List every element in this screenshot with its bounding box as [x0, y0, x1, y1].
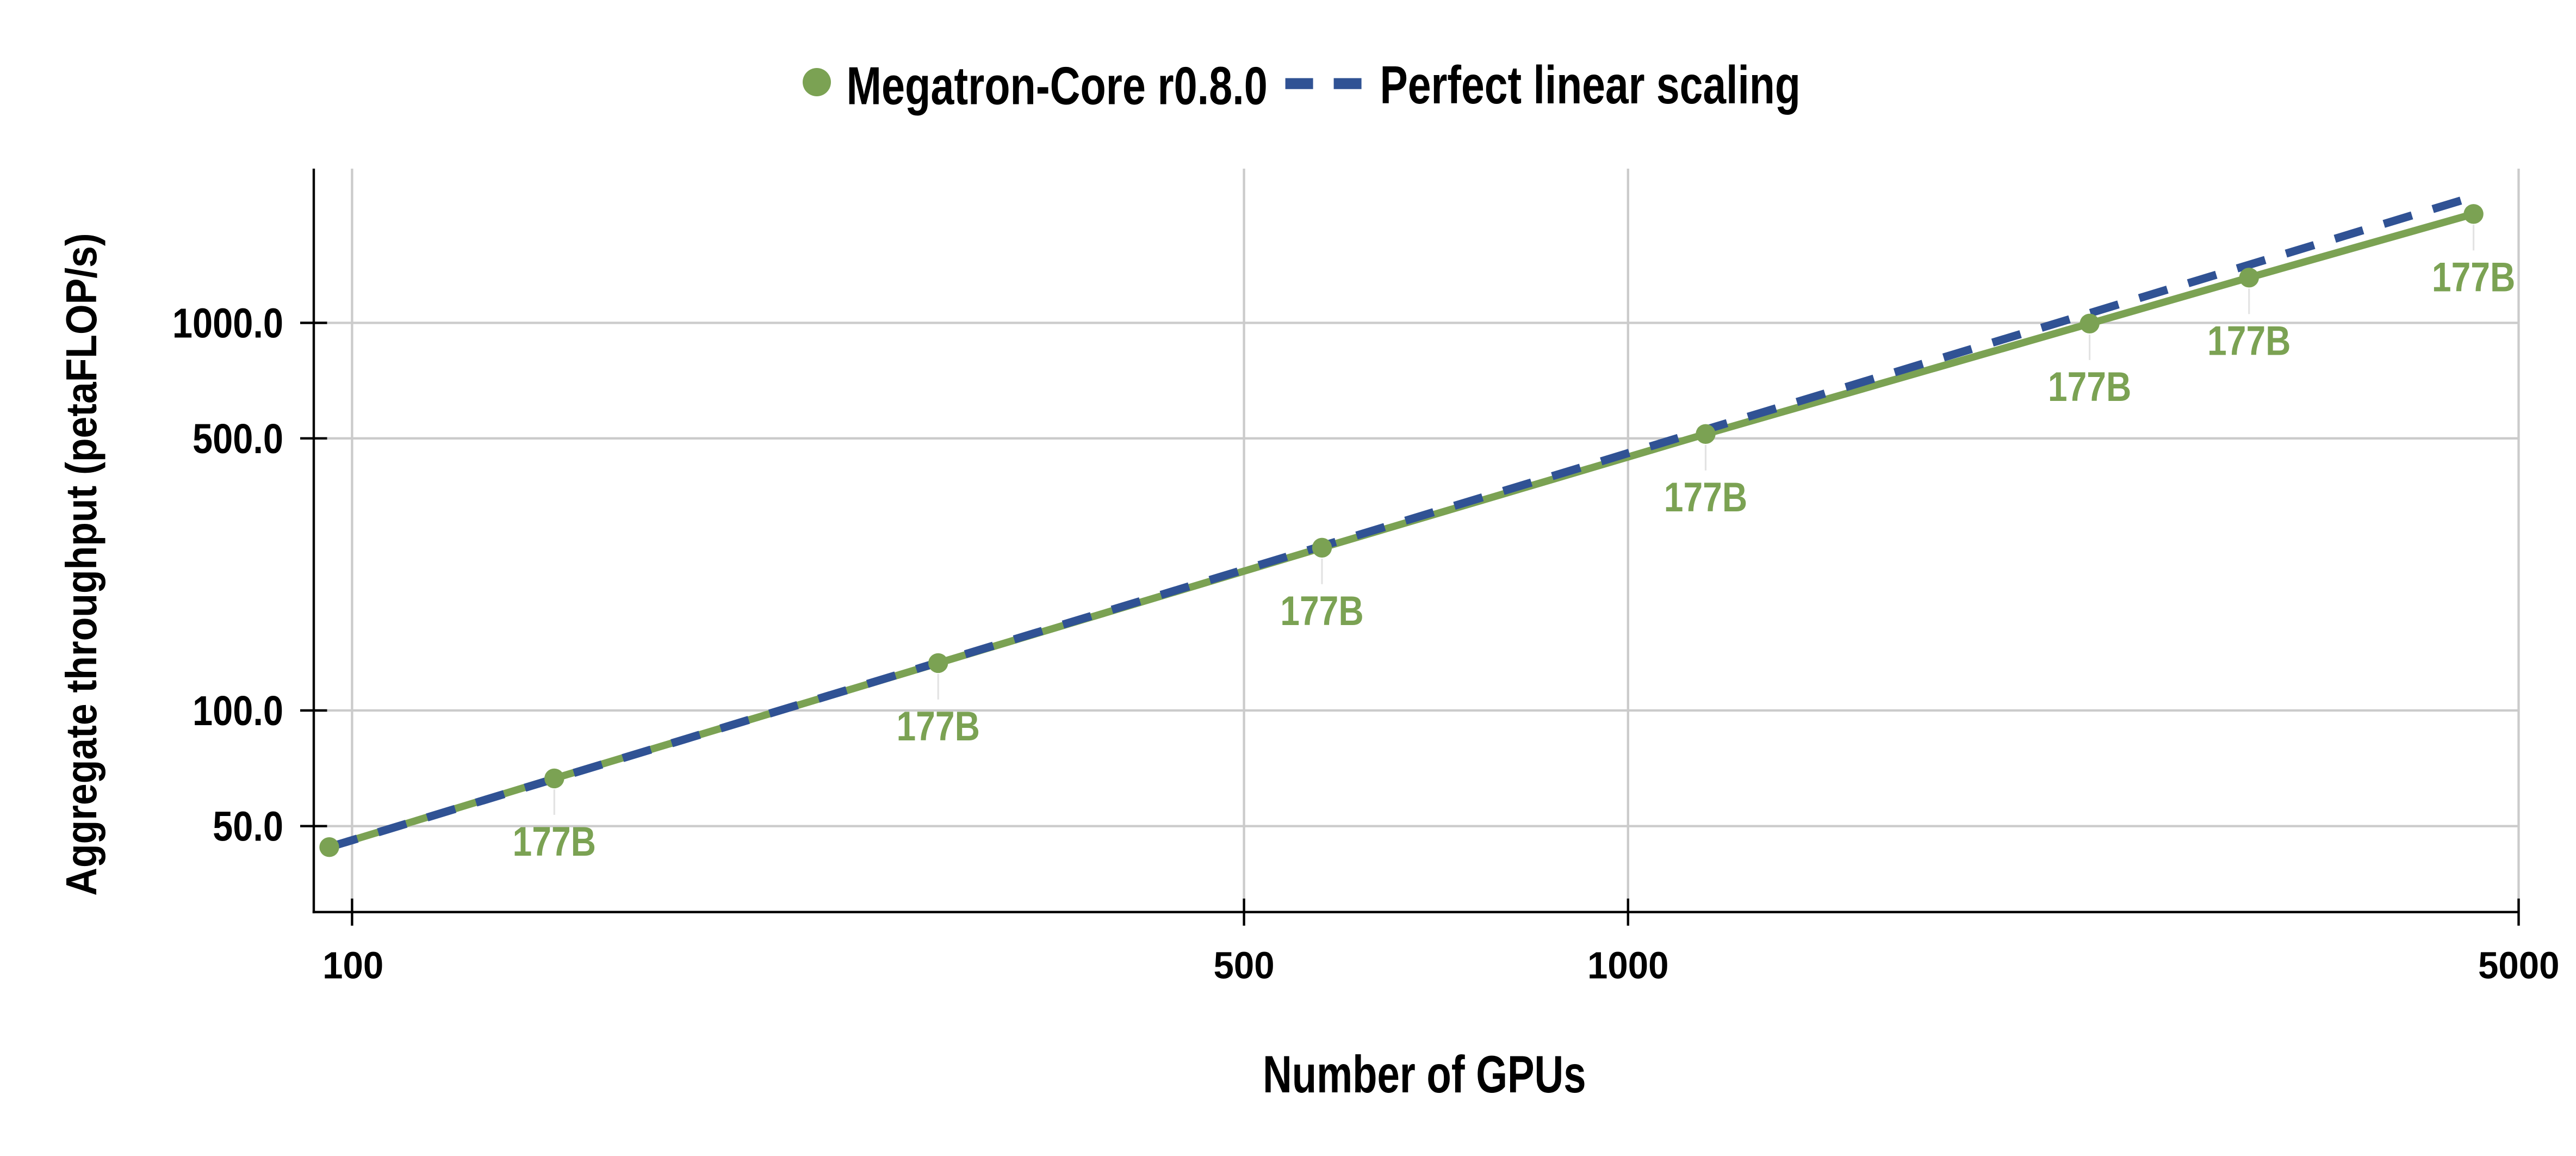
svg-text:50.0: 50.0 [213, 803, 283, 850]
svg-text:177B: 177B [2207, 317, 2291, 363]
svg-text:177B: 177B [1664, 474, 1748, 520]
svg-text:100.0: 100.0 [193, 688, 283, 734]
svg-text:500: 500 [1214, 944, 1275, 987]
svg-text:Number of GPUs: Number of GPUs [1263, 1046, 1586, 1104]
svg-text:177B: 177B [2432, 254, 2516, 300]
svg-text:177B: 177B [1280, 588, 1364, 634]
svg-text:1000: 1000 [1587, 944, 1668, 987]
svg-text:100: 100 [322, 944, 383, 987]
svg-text:177B: 177B [2048, 363, 2132, 410]
svg-text:5000: 5000 [2478, 944, 2559, 987]
svg-text:177B: 177B [513, 818, 597, 864]
svg-text:1000.0: 1000.0 [172, 300, 283, 347]
svg-text:Perfect linear scaling: Perfect linear scaling [1380, 55, 1801, 115]
svg-text:Aggregate throughput (petaFLOP: Aggregate throughput (petaFLOP/s) [57, 233, 106, 895]
svg-text:Megatron-Core r0.8.0: Megatron-Core r0.8.0 [847, 56, 1268, 116]
svg-text:500.0: 500.0 [193, 416, 283, 462]
svg-text:177B: 177B [896, 703, 980, 749]
